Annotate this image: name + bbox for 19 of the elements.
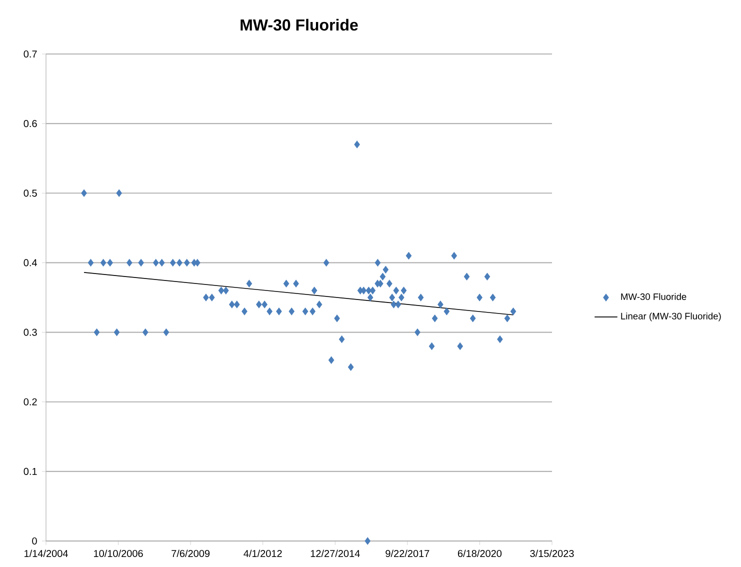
x-tick-label: 10/10/2006 — [94, 550, 143, 558]
x-tick-label: 1/14/2004 — [24, 550, 68, 558]
y-tick-label: 0.3 — [24, 328, 37, 336]
y-tick-label: 0.2 — [24, 398, 37, 406]
x-tick-label: 4/1/2012 — [244, 550, 282, 558]
y-tick-label: 0.6 — [24, 120, 37, 128]
x-tick-label: 3/15/2023 — [530, 550, 574, 558]
y-tick-label: 0.1 — [24, 468, 37, 475]
x-tick-label: 12/27/2014 — [310, 550, 360, 558]
y-tick-label: 0 — [32, 537, 37, 545]
y-tick-label: 0.7 — [24, 50, 37, 58]
x-tick-label: 9/22/2017 — [386, 550, 430, 558]
y-tick-label: 0.4 — [24, 259, 37, 266]
legend-label: Linear (MW-30 Fluoride) — [621, 312, 721, 322]
x-tick-label: 7/6/2009 — [172, 550, 210, 558]
y-tick-label: 0.5 — [24, 190, 37, 197]
x-tick-label: 6/18/2020 — [458, 550, 502, 558]
chart-title: MW-30 Fluoride — [240, 18, 358, 31]
legend-label: MW-30 Fluoride — [621, 293, 686, 300]
